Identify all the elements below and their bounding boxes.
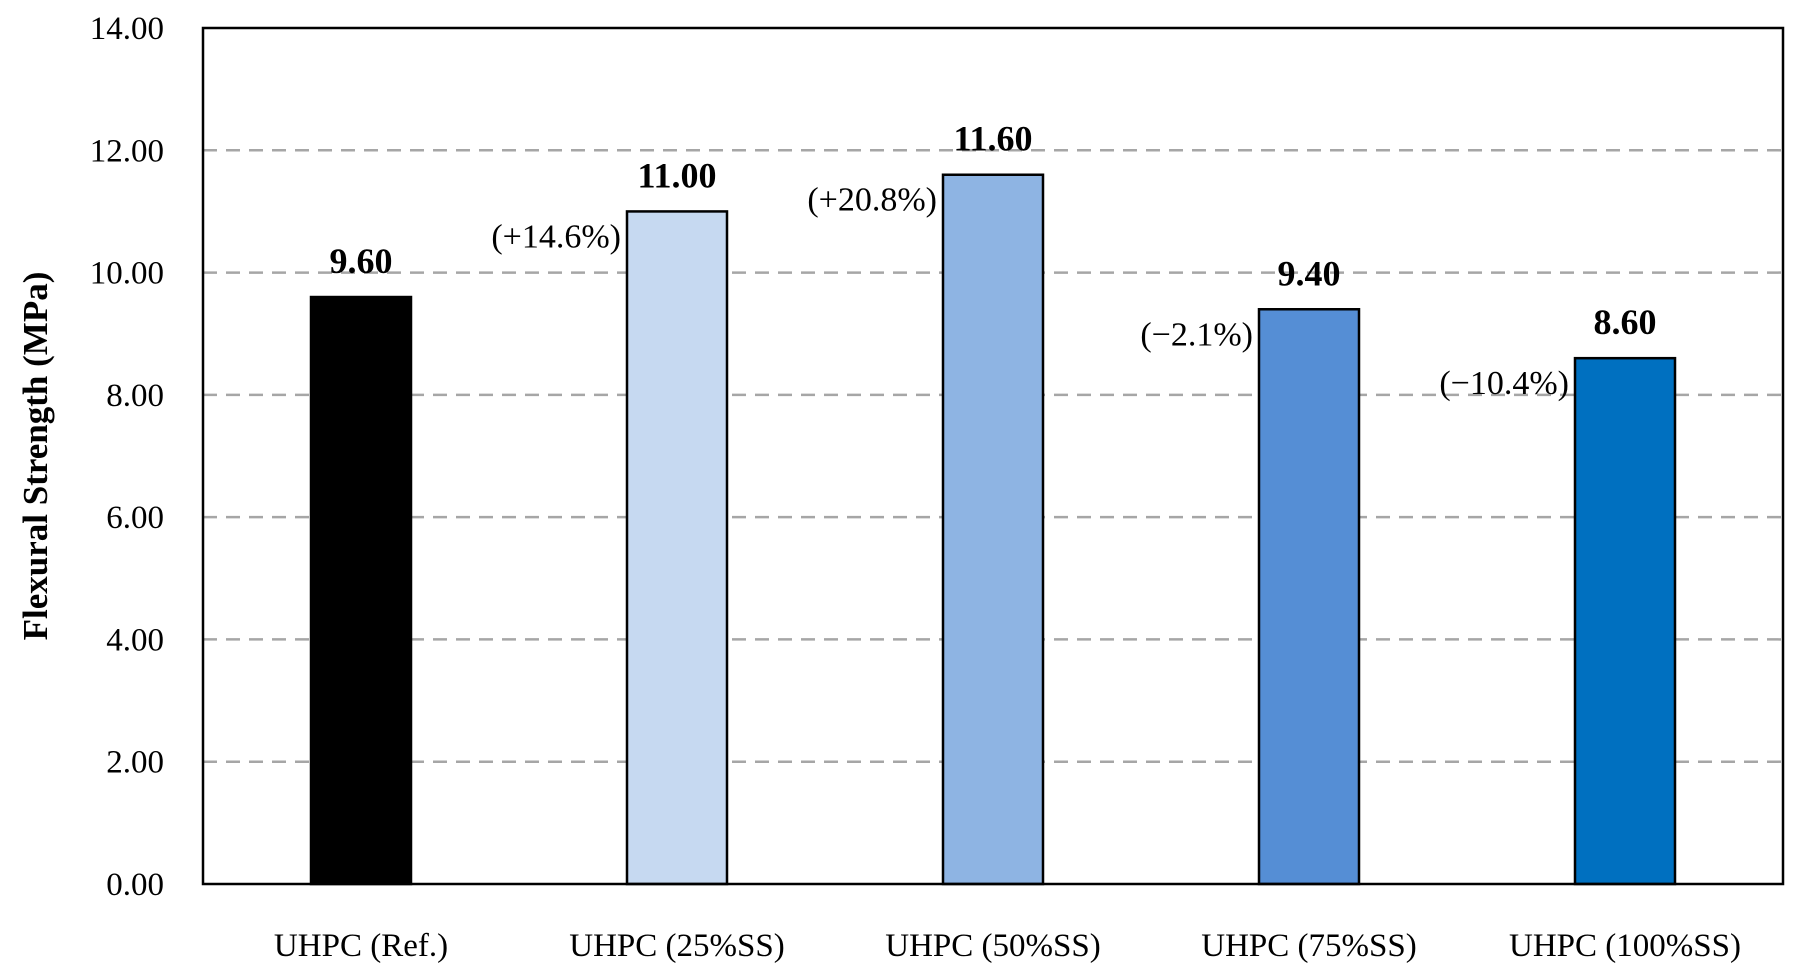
y-tick-label: 8.00: [106, 378, 164, 414]
y-tick-label: 2.00: [106, 745, 164, 781]
bar-value-label: 11.00: [637, 155, 716, 195]
y-tick-label: 4.00: [106, 622, 164, 658]
x-tick-label: UHPC (25%SS): [569, 928, 784, 964]
x-tick-label: UHPC (75%SS): [1201, 928, 1416, 964]
bar-value-label: 8.60: [1594, 302, 1657, 342]
bars: [309, 173, 1677, 886]
y-axis-label: Flexural Strength (MPa): [16, 272, 55, 641]
percent-change-label: (−10.4%): [1439, 365, 1569, 402]
percent-change-label: (+20.8%): [807, 182, 937, 219]
bar: [625, 210, 729, 886]
data-labels: 9.60 11.00 (+14.6%) 11.60 (+20.8%) 9.40 (−2.1%…: [330, 119, 1657, 402]
y-tick-label: 12.00: [90, 133, 164, 169]
y-tick-label: 0.00: [106, 867, 164, 903]
x-tick-label: UHPC (100%SS): [1509, 928, 1741, 964]
y-tick-label: 10.00: [90, 256, 164, 292]
plot-area-frame: [201, 26, 1785, 886]
x-tick-label: UHPC (50%SS): [885, 928, 1100, 964]
bar: [309, 295, 413, 886]
percent-change-label: (−2.1%): [1140, 316, 1253, 353]
y-axis-ticks: 0.00 2.00 4.00 6.00 8.00 10.00 12.00 14.00: [90, 11, 164, 903]
x-axis-ticks: UHPC (Ref.) UHPC (25%SS) UHPC (50%SS) UHPC …: [274, 928, 1741, 964]
bar-value-label: 9.60: [330, 241, 393, 281]
bar-value-label: 11.60: [953, 119, 1032, 159]
y-tick-label: 14.00: [90, 11, 164, 47]
bar: [1573, 356, 1677, 886]
bar: [1257, 308, 1361, 886]
percent-change-label: (+14.6%): [491, 218, 621, 255]
bar: [941, 173, 1045, 886]
bar-value-label: 9.40: [1278, 253, 1341, 293]
y-tick-label: 6.00: [106, 500, 164, 536]
x-tick-label: UHPC (Ref.): [274, 928, 448, 964]
